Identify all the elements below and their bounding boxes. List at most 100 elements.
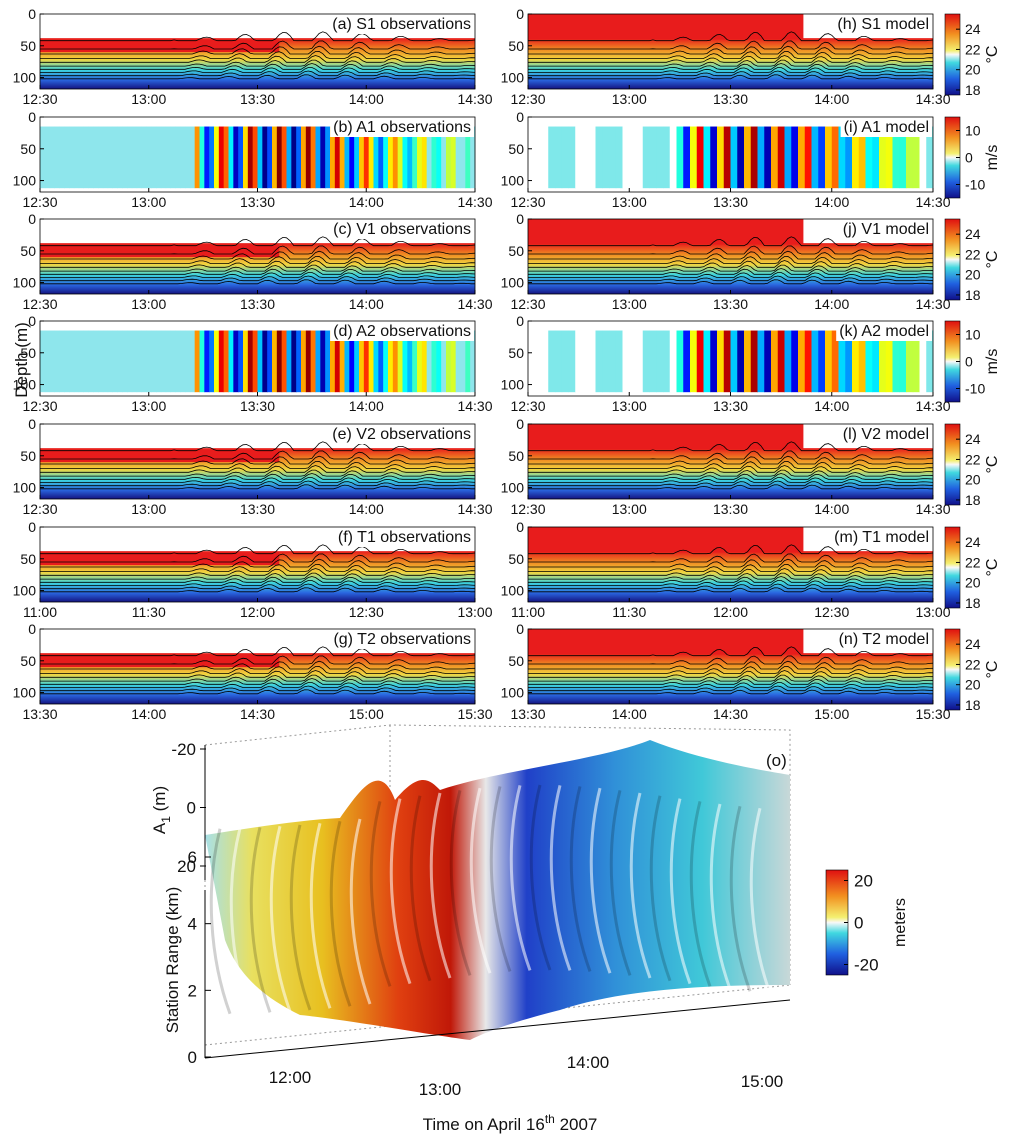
velocity-cell (344, 330, 350, 393)
velocity-cell (703, 330, 711, 393)
y-tick-label: 50 (508, 448, 524, 464)
velocity-cell (534, 330, 542, 393)
x-tick-label: 14:00 (349, 194, 384, 210)
y-tick-label: 0 (28, 109, 36, 125)
velocity-cell (838, 330, 846, 393)
isotherm (40, 255, 476, 264)
velocity-cell (59, 126, 65, 189)
velocity-cell (334, 126, 341, 189)
velocity-cell (407, 126, 413, 189)
colorbar-unit: meters (892, 898, 909, 947)
panel: 0 50 100 12:30 13:00 13:30 14:00 14:30 (l) V2 mo… (501, 416, 951, 517)
velocity-cell (465, 126, 471, 189)
velocity-cell (49, 126, 55, 189)
x-tick-label: 14:30 (915, 194, 950, 210)
y-tick-label: 50 (20, 653, 36, 669)
x-tick-label: 12:30 (22, 296, 57, 312)
velocity-cell (582, 330, 590, 393)
isotherm (528, 264, 934, 272)
title-box (839, 425, 932, 444)
velocity-cell (296, 126, 302, 189)
velocity-cell (412, 126, 418, 189)
x-tick-label: 13:00 (612, 194, 647, 210)
velocity-cell (301, 330, 307, 393)
x-tick-label: 13:00 (131, 194, 166, 210)
velocity-cell (170, 330, 176, 393)
panel-title: (l) V2 model (843, 426, 929, 443)
velocity-cell (899, 126, 907, 189)
isotherm (40, 260, 476, 268)
isotherm (528, 255, 934, 264)
mixed-layer (528, 219, 804, 245)
surface-ridge (749, 807, 772, 994)
x-tick-label: 13:00 (131, 398, 166, 414)
y-tick-label: 50 (20, 243, 36, 259)
velocity-cell (906, 126, 914, 189)
velocity-cell (267, 330, 273, 393)
x-tick-label: 13:30 (240, 398, 275, 414)
velocity-cell (373, 330, 379, 393)
velocity-cell (325, 330, 331, 393)
velocity-cell (548, 330, 556, 393)
velocity-cell (825, 330, 833, 393)
title-box (330, 630, 474, 649)
panel: 0 50 100 12:30 13:00 13:30 14:00 14:30 (b) A1 ob… (13, 109, 493, 210)
colorbar-tick-label: 18 (965, 492, 981, 508)
field (528, 243, 933, 294)
x-tick-label: 14:00 (814, 91, 849, 107)
velocity-cell (170, 126, 176, 189)
velocity-cell (771, 330, 779, 393)
velocity-cell (455, 126, 461, 189)
velocity-cell (315, 126, 321, 189)
x-tick-label: 13:00 (612, 91, 647, 107)
velocity-cell (609, 126, 617, 189)
velocity-cell (561, 330, 569, 393)
velocity-cell (156, 126, 162, 189)
isotherm (528, 441, 934, 452)
velocity-cell (446, 330, 452, 393)
panel: 0 50 100 12:30 13:00 13:30 14:00 14:30 (c) V1 ob… (13, 211, 493, 312)
velocity-cell (541, 126, 549, 189)
velocity-cell (696, 126, 704, 189)
velocity-cell (310, 126, 316, 189)
colorbar-tick-label: 18 (965, 595, 981, 611)
range-tick-label: 4 (188, 915, 197, 934)
x-tick-label: 14:00 (349, 91, 384, 107)
isotherm (40, 665, 476, 674)
velocity-cell (388, 330, 394, 393)
velocity-cell (93, 126, 99, 189)
velocity-cell (460, 330, 466, 393)
y-tick-label: 0 (28, 313, 36, 329)
z-title-main: A (150, 822, 169, 834)
x-tick-label: 11:00 (511, 604, 545, 620)
y-tick-label: 50 (20, 345, 36, 361)
x-tick-label: 13:00 (612, 398, 647, 414)
colorbar-tick-label: 22 (965, 656, 981, 672)
z-tick-label: 20 (177, 857, 196, 876)
isotherm (528, 473, 934, 480)
surface-ridge (649, 795, 672, 982)
velocity-cell (784, 330, 792, 393)
velocity-cell (98, 330, 104, 393)
isotherm (40, 477, 476, 483)
velocity-cell (218, 330, 225, 393)
x-tick-label: 14:30 (457, 398, 492, 414)
isotherm (528, 670, 934, 678)
isotherm (40, 469, 476, 477)
y-tick-label: 50 (20, 141, 36, 157)
isotherm (528, 50, 934, 59)
velocity-cell (441, 330, 447, 393)
velocity-cell (417, 330, 423, 393)
velocity-cell (811, 126, 819, 189)
colorbar-unit: °C (984, 46, 1001, 64)
mixed-layer (40, 654, 280, 668)
x-tick-label: 14:30 (915, 398, 950, 414)
colorbar-tick-label: 20 (854, 872, 873, 891)
colorbar-tick-label: 20 (965, 677, 981, 693)
velocity-cell (165, 330, 171, 393)
velocity-cell (723, 126, 731, 189)
surface-ridge (229, 827, 252, 1014)
surface-ridge (509, 785, 532, 971)
velocity-cell (615, 126, 623, 189)
velocity-cell (291, 126, 297, 189)
